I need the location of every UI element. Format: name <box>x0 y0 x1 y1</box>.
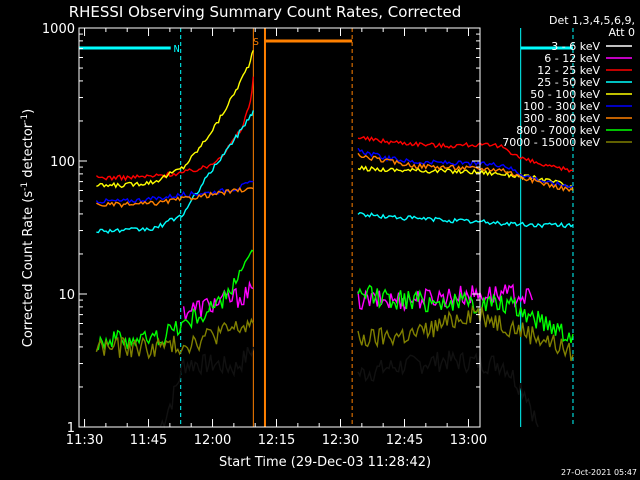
series-line <box>96 186 254 209</box>
legend-header: Det 1,3,4,5,6,9, <box>549 14 635 27</box>
legend-entry: 800 - 7000 keV <box>516 124 600 137</box>
x-tick-label: 12:45 <box>386 433 423 448</box>
series-line <box>357 211 574 229</box>
series-line <box>357 165 574 190</box>
series-line <box>357 284 574 344</box>
series-line <box>357 304 574 362</box>
saa-label: S <box>253 37 259 48</box>
series-line <box>95 76 254 182</box>
series-line <box>159 346 254 429</box>
x-tick-label: 12:00 <box>194 433 231 448</box>
plot-frame <box>78 27 481 428</box>
chart-title: RHESSI Observing Summary Count Rates, Co… <box>69 3 462 21</box>
x-tick-label: 12:30 <box>322 433 359 448</box>
plot-area: NS <box>79 28 574 429</box>
night-label: N <box>174 44 180 55</box>
legend-entry: 25 - 50 keV <box>537 76 600 89</box>
legend-entry: 50 - 100 keV <box>530 88 600 101</box>
legend-header: Att 0 <box>609 26 635 39</box>
y-label-sup-1: -1 <box>20 182 30 191</box>
series-line <box>357 350 539 428</box>
y-tick-label: 10 <box>58 288 75 303</box>
series-line <box>357 152 574 193</box>
y-tick-label: 1 <box>67 421 75 436</box>
series-line <box>95 180 254 204</box>
y-tick-label: 100 <box>50 155 75 170</box>
series-line <box>95 317 254 360</box>
y-axis-label: Corrected Count Rate (s-1 detector-1) <box>20 109 36 347</box>
y-label-part-1: Corrected Count Rate (s <box>21 191 36 348</box>
x-tick-label: 11:30 <box>66 433 103 448</box>
x-axis-label: Start Time (29-Dec-03 11:28:42) <box>219 455 431 470</box>
x-tick-label: 11:45 <box>130 433 167 448</box>
legend-entry: 12 - 25 keV <box>537 64 600 77</box>
legend-entry: 3 - 6 keV <box>551 40 600 53</box>
y-tick-label: 1000 <box>42 22 75 37</box>
y-label-part-3: ) <box>21 109 36 114</box>
legend-entry: 100 - 300 keV <box>523 100 600 113</box>
y-label-sup-2: -1 <box>20 114 30 123</box>
x-tick-label: 12:15 <box>258 433 295 448</box>
series-line <box>182 280 254 321</box>
series-line <box>357 147 574 189</box>
legend-entry: 6 - 12 keV <box>544 52 600 65</box>
series-line <box>357 135 574 173</box>
series-line <box>96 249 254 351</box>
series-line <box>357 283 533 313</box>
series-line <box>96 50 254 189</box>
legend-entry: 7000 - 15000 keV <box>502 136 600 149</box>
footer-timestamp: 27-Oct-2021 05:47 <box>561 468 637 477</box>
legend-entry: 300 - 800 keV <box>523 112 600 125</box>
y-label-part-2: detector <box>21 122 36 182</box>
series-line <box>96 110 254 234</box>
x-tick-label: 13:00 <box>450 433 487 448</box>
axes: 1 10 100 1000 11:30 11:45 12:00 12:15 12:30 12:45… <box>42 22 487 448</box>
